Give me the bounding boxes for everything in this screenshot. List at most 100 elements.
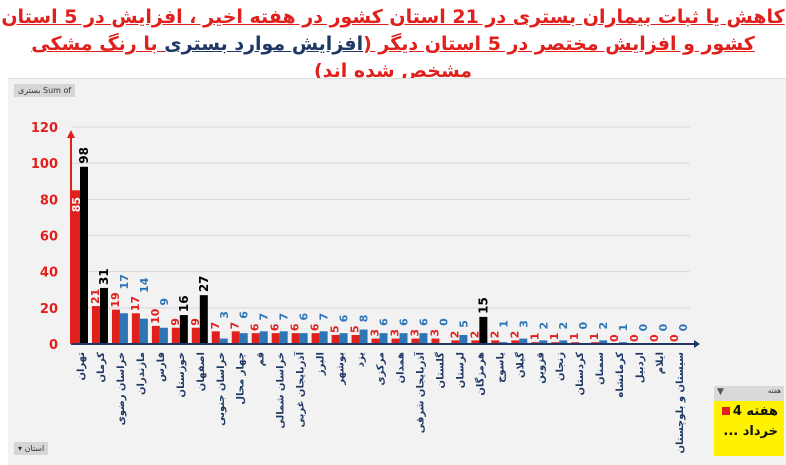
bar-current	[379, 333, 388, 344]
data-label: 21	[89, 289, 102, 304]
bar-current	[319, 331, 328, 344]
data-label: 9	[189, 318, 202, 326]
data-label: 10	[149, 308, 162, 324]
selected-marker-icon	[721, 407, 730, 415]
data-label: 0	[608, 334, 621, 342]
bar-previous	[491, 340, 500, 344]
bar-previous	[131, 313, 140, 344]
x-tick-label: چهار محال	[236, 352, 247, 405]
bar-current	[219, 338, 228, 344]
bar-previous	[311, 333, 320, 344]
bar-previous	[511, 340, 520, 344]
data-label: 6	[378, 318, 391, 326]
axis-field-button[interactable]: استان ▾	[14, 442, 49, 455]
data-label: 2	[597, 322, 610, 330]
week-slicer[interactable]: ▼ هفته هفته 4 خرداد ...	[714, 386, 784, 456]
bar-previous	[191, 327, 200, 344]
data-label: 5	[457, 320, 470, 328]
slicer-item-label: هفته 4	[732, 404, 778, 419]
data-label: 0	[437, 318, 450, 326]
x-tick-label: خراسان شمالی	[276, 352, 287, 429]
bar-previous	[291, 333, 300, 344]
x-tick-label: سیستان و بلوچستان	[675, 352, 686, 454]
bar-current	[539, 340, 548, 344]
filter-icon[interactable]: ▼	[717, 387, 724, 397]
data-label: 5	[329, 325, 342, 333]
bar-current	[419, 333, 428, 344]
y-tick-label: 80	[40, 193, 58, 208]
data-label: 1	[548, 333, 561, 341]
data-label: 0	[577, 322, 590, 330]
x-tick-label: بوشهر	[336, 352, 347, 386]
data-label: 7	[209, 322, 222, 330]
y-tick-label: 20	[40, 302, 58, 317]
data-label: 5	[349, 325, 362, 333]
data-label: 3	[369, 329, 382, 337]
bar-previous	[371, 338, 380, 344]
data-label: 2	[488, 331, 501, 339]
data-label: 7	[229, 322, 242, 330]
data-label: 6	[417, 318, 430, 326]
bar-current	[99, 287, 108, 344]
x-tick-label: اصفهان	[196, 352, 207, 391]
x-tick-label: یزد	[356, 352, 367, 367]
bar-current	[599, 340, 608, 344]
data-label: 0	[657, 323, 670, 331]
data-label: 0	[637, 323, 650, 331]
x-tick-label: یاسوج	[495, 352, 506, 383]
data-label: 27	[197, 275, 211, 292]
x-tick-label: مازندران	[136, 352, 147, 395]
y-tick-label: 40	[40, 266, 58, 281]
data-label: 17	[118, 274, 131, 289]
bar-current	[139, 318, 148, 344]
data-label: 6	[269, 323, 282, 331]
bar-current	[299, 333, 308, 344]
data-label: 7	[318, 313, 331, 321]
bar-current	[239, 333, 248, 344]
slicer-item[interactable]: هفته 4	[714, 401, 784, 421]
x-tick-label: البرز	[316, 352, 327, 376]
x-tick-label: زنجان	[555, 352, 566, 381]
chart-title: کاهش یا ثبات بیماران بستری در 21 استان ک…	[0, 4, 786, 85]
x-tick-label: خوزستان	[176, 352, 187, 397]
x-tick-label: قزوین	[535, 352, 546, 384]
data-label: 3	[408, 329, 421, 337]
y-tick-label: 120	[31, 121, 58, 136]
data-label: 9	[169, 318, 182, 326]
data-label: 6	[397, 318, 410, 326]
data-label: 6	[298, 312, 311, 320]
data-label: 17	[129, 296, 142, 311]
x-tick-label: کردستان	[575, 352, 586, 396]
data-label: 2	[557, 322, 570, 330]
y-tick-label: 0	[49, 338, 58, 353]
x-tick-label: سمنان	[595, 352, 606, 385]
title-text-end: با رنگ مشکی مشخص شده اند)	[31, 33, 473, 82]
x-tick-label: قم	[256, 352, 267, 366]
value-field-button[interactable]: Sum of بستری	[14, 84, 76, 97]
data-label: 85	[70, 197, 83, 212]
x-tick-label: گلستان	[433, 352, 446, 389]
bar-previous	[211, 331, 220, 344]
axis-field-label: استان	[24, 444, 45, 453]
bar-current	[80, 166, 88, 344]
bar-current	[399, 333, 408, 344]
data-label: 6	[309, 323, 322, 331]
bar-previous	[451, 340, 460, 344]
x-tick-label: خراسان جنوبی	[216, 352, 227, 426]
x-tick-label: ایلام	[655, 352, 666, 374]
bar-current	[519, 338, 528, 344]
x-tick-label: کرمانشاه	[615, 352, 626, 398]
bar-current	[359, 329, 368, 344]
bar-previous	[171, 327, 180, 344]
y-tick-label: 100	[31, 157, 58, 172]
bar-previous	[151, 325, 160, 344]
data-label: 6	[249, 323, 262, 331]
bar-previous	[471, 340, 480, 344]
data-label: 3	[218, 311, 231, 319]
data-label: 15	[476, 297, 490, 314]
bar-previous	[91, 306, 100, 344]
data-label: 1	[528, 333, 541, 341]
data-label: 0	[628, 334, 641, 342]
data-label: 2	[537, 322, 550, 330]
data-label: 2	[508, 331, 521, 339]
